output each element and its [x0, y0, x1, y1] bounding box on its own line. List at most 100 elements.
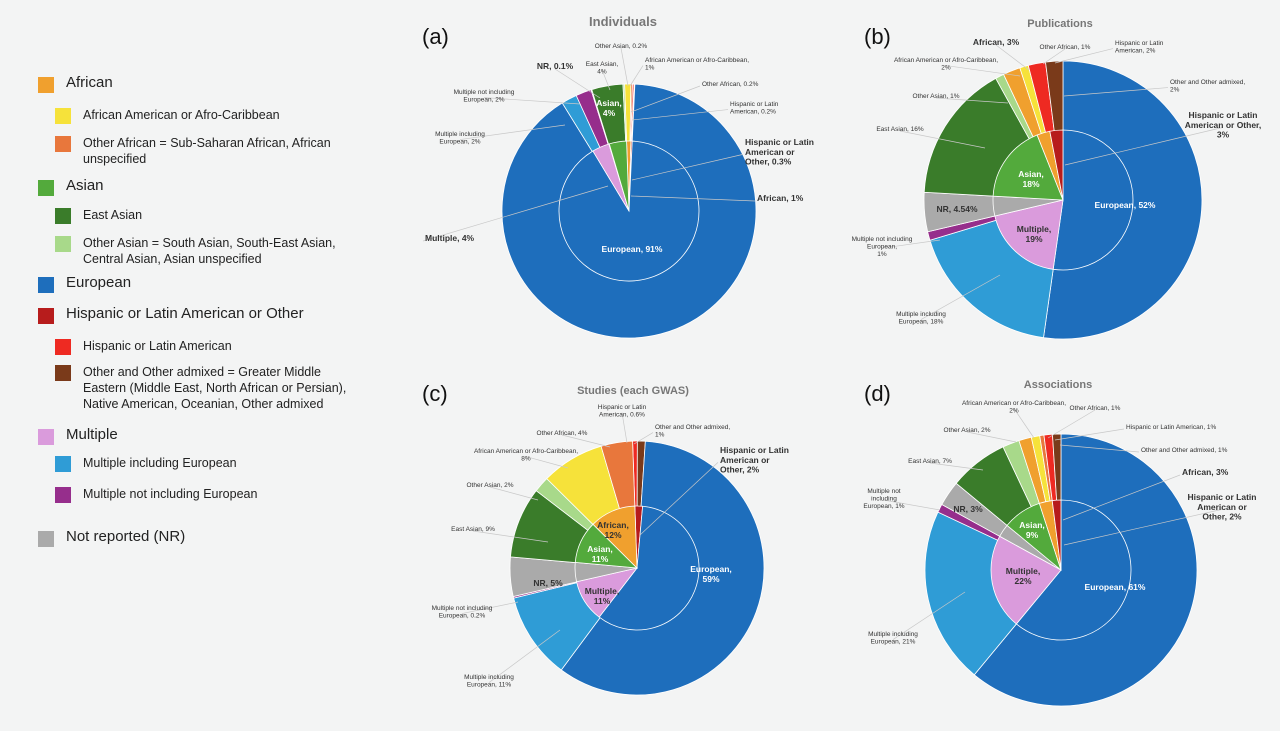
- legend-label: African: [66, 74, 113, 91]
- leader-line: [488, 629, 561, 683]
- chart-3: (d) Associations African American or Afro-…: [863, 379, 1256, 707]
- chart-0: (a) Individuals Other Asian, 0.2% African A…: [422, 14, 814, 339]
- inner-slice-hispanic-other: [1051, 499, 1062, 571]
- legend-label: African American or Afro-Caribbean: [83, 108, 280, 122]
- leader-line: [995, 44, 1030, 71]
- legend-item-nr: Not reported (NR): [38, 528, 358, 547]
- inner-slice-asian: [608, 140, 630, 212]
- leader-line: [629, 65, 644, 87]
- chart-1: (b) Publications African, 3% Other African,…: [852, 18, 1262, 340]
- inner-slice-european: [598, 505, 700, 631]
- leader-line: [472, 530, 549, 543]
- inner-slice-multiple: [994, 199, 1064, 270]
- leader-line: [966, 431, 1017, 443]
- outer-slice-multiple-incl: [924, 511, 1062, 676]
- leader-line: [945, 65, 1021, 77]
- legend-swatch: [38, 180, 54, 196]
- data-label: African American or Afro-Caribbean, 8%: [474, 448, 578, 462]
- data-label: European, 59%: [690, 564, 732, 584]
- data-label: Hispanic or Latin American, 1%: [1126, 424, 1217, 431]
- legend-label: Hispanic or Latin American: [83, 339, 232, 353]
- legend-item-multiple-incl: Multiple including European: [55, 455, 360, 472]
- data-label: Hispanic or Latin American or Other, 3%: [1185, 110, 1262, 140]
- legend-item-european: European: [38, 274, 358, 293]
- data-label: Other African, 1%: [1070, 405, 1121, 412]
- legend-label: Not reported (NR): [66, 528, 186, 545]
- data-label: African American or Afro-Caribbean, 2%: [962, 400, 1066, 414]
- leader-line: [620, 47, 629, 87]
- leader-line: [1054, 48, 1114, 64]
- leader-line: [525, 456, 569, 469]
- legend-swatch: [38, 77, 54, 93]
- legend-label: Asian: [66, 177, 104, 194]
- data-label: East Asian, 7%: [908, 458, 952, 465]
- leader-line: [935, 97, 1009, 104]
- legend: African African American or Afro-Caribbea…: [0, 0, 390, 731]
- data-label: European, 52%: [1095, 200, 1156, 210]
- data-label: East Asian, 16%: [876, 126, 924, 133]
- inner-slice-asian: [992, 134, 1064, 201]
- legend-swatch: [38, 429, 54, 445]
- leader-line: [630, 85, 701, 113]
- data-label: NR, 0.1%: [537, 61, 574, 71]
- leader-line: [929, 462, 984, 471]
- data-label: Multiple, 19%: [1017, 224, 1051, 244]
- inner-slice-multiple: [990, 535, 1062, 625]
- leader-line: [489, 486, 539, 501]
- data-label: Hispanic or Latin American, 2%: [1115, 40, 1164, 54]
- panel-label: (a): [422, 24, 449, 49]
- panel-label: (b): [864, 24, 891, 49]
- inner-slice-hispanic-other: [1049, 129, 1064, 201]
- panel-label: (c): [422, 381, 448, 406]
- leader-line: [483, 97, 581, 105]
- leader-line: [631, 154, 744, 181]
- leader-line: [1062, 474, 1181, 521]
- data-label: African, 1%: [757, 193, 804, 203]
- chart-2: (c) Studies (each GWAS) Hispanic or Latin A…: [422, 381, 789, 696]
- data-label: Asian, 9%: [1019, 520, 1045, 540]
- leader-line: [633, 432, 654, 445]
- leader-line: [1042, 48, 1066, 65]
- legend-swatch: [55, 487, 71, 503]
- data-label: Other African, 1%: [1040, 44, 1091, 51]
- data-label: African, 12%: [597, 520, 629, 540]
- legend-label: East Asian: [83, 208, 143, 222]
- leader-line: [1063, 87, 1169, 97]
- data-label: Asian, 18%: [1018, 169, 1044, 189]
- legend-label: Other African = Sub-Saharan African, Afr…: [83, 136, 331, 166]
- leader-line: [883, 499, 941, 511]
- leader-line: [892, 591, 966, 640]
- legend-label: Multiple: [66, 426, 118, 443]
- leader-line: [1047, 409, 1096, 439]
- leader-line: [899, 130, 986, 149]
- data-label: Multiple, 22%: [1006, 566, 1040, 586]
- legend-item-asian: Asian: [38, 177, 358, 196]
- data-label: Hispanic or Latin American or Other, 2%: [720, 445, 789, 475]
- data-label: African American or Afro-Caribbean, 1%: [645, 57, 749, 71]
- legend-item-hispanic-other: Hispanic or Latin American or Other: [38, 305, 358, 324]
- legend-swatch: [55, 208, 71, 224]
- data-label: Hispanic or Latin American, 0.6%: [598, 404, 647, 418]
- legend-swatch: [38, 308, 54, 324]
- leader-line: [1063, 509, 1223, 546]
- legend-swatch: [38, 277, 54, 293]
- legend-swatch: [55, 339, 71, 355]
- legend-item-other-asian: Other Asian = South Asian, South-East As…: [55, 235, 360, 267]
- data-label: Asian, 4%: [596, 98, 622, 118]
- chart-title: Publications: [1027, 18, 1092, 30]
- data-label: Other African, 0.2%: [702, 81, 759, 88]
- leader-line: [561, 434, 611, 448]
- data-label: Hispanic or Latin American, 0.2%: [730, 101, 779, 115]
- legend-label: Other Asian = South Asian, South-East As…: [83, 236, 336, 266]
- leader-line: [639, 462, 719, 536]
- data-label: NR, 5%: [533, 578, 563, 588]
- legend-item-multiple-not: Multiple not including European: [55, 486, 360, 503]
- legend-item-african-american: African American or Afro-Caribbean: [55, 107, 360, 124]
- legend-label: Hispanic or Latin American or Other: [66, 305, 304, 322]
- legend-swatch: [55, 136, 71, 152]
- data-label: African, 3%: [973, 37, 1020, 47]
- data-label: Other and Other admixed, 1%: [655, 424, 730, 438]
- data-label: Other African, 4%: [537, 430, 588, 437]
- leader-line: [601, 69, 611, 91]
- legend-item-other-african: Other African = Sub-Saharan African, Afr…: [55, 135, 360, 167]
